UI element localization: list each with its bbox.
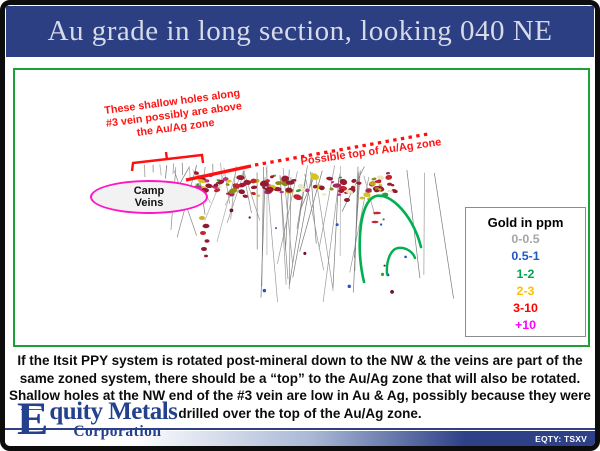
equity-metals-logo: E quity Metals Corporation [17,393,178,445]
title-bar: Au grade in long section, looking 040 NE [6,6,594,57]
spellcheck-underline-icon [21,404,43,410]
legend-title: Gold in ppm [487,215,564,230]
bracket-icon [130,151,205,172]
legend-entry: 0-0.5 [511,232,540,246]
interpretation-text: If the Itsit PPY system is rotated post-… [9,353,591,421]
legend-entry: 2-3 [516,283,535,298]
solid-red-line [185,164,252,182]
section-svg [130,132,454,303]
page-title: Au grade in long section, looking 040 NE [47,15,553,47]
footer-bar: EQTY: TSXV [5,431,595,446]
footer-rule [5,428,595,430]
logo-wordmark: quity Metals [49,398,178,425]
legend-entry: +10 [514,318,537,333]
camp-veins-label-line1: Camp [133,185,165,197]
vein-outline-large-icon [358,194,423,284]
vein-outline-small-icon [385,246,417,276]
legend-entry: 3-10 [513,301,538,316]
camp-veins-label-line2: Veins [134,197,164,209]
dotted-red-line [254,132,429,167]
ticker-label: EQTY: TSXV [535,433,587,444]
legend-entry: 0.5-1 [511,249,540,264]
drillholes-and-assays [144,162,454,303]
long-section-panel: Camp Veins These shallow holes along #3 … [13,68,590,347]
logo-subtitle: Corporation [73,423,162,440]
legend-entry: 1-2 [516,266,535,281]
logo-initial: E [17,393,49,445]
gold-ppm-legend: Gold in ppm 0-0.5 0.5-1 1-2 2-3 3-10 +10 [465,207,586,337]
camp-veins-ellipse: Camp Veins [90,180,208,214]
